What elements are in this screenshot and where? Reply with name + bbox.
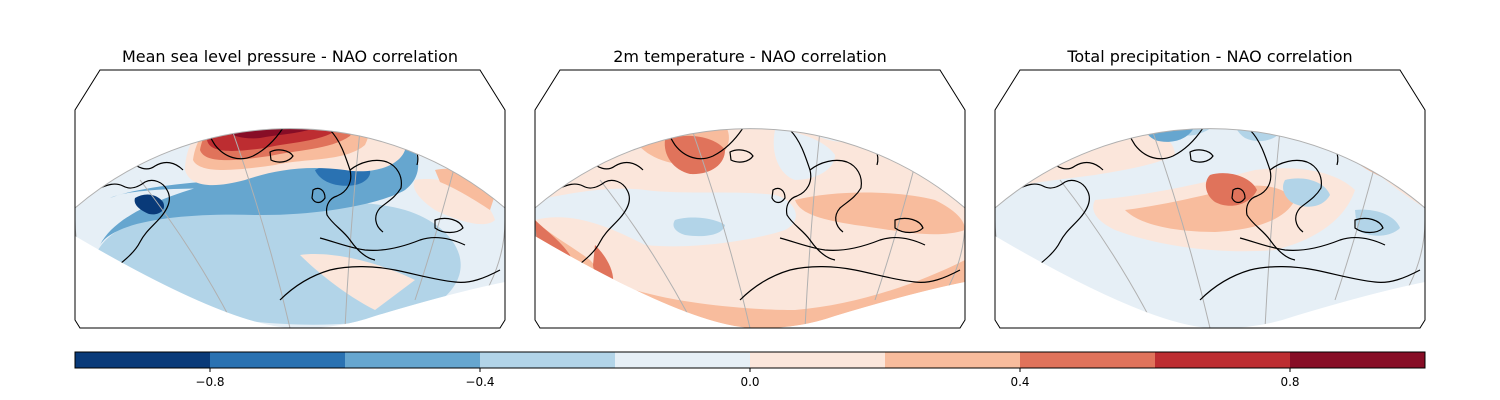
colorbar-tick-label: 0.8 xyxy=(1280,375,1299,389)
map-frame xyxy=(74,69,506,329)
t2m-correlation-field xyxy=(535,128,965,329)
panel-3-title: Total precipitation - NAO correlation xyxy=(1066,47,1352,66)
colorbar-segment xyxy=(885,352,1020,368)
colorbar-segment xyxy=(1155,352,1290,368)
colorbar-segment xyxy=(345,352,480,368)
colorbar-tick-label: −0.4 xyxy=(465,375,494,389)
sector-edge xyxy=(74,128,506,209)
colorbar-segment xyxy=(615,352,750,368)
map-frame xyxy=(994,69,1426,329)
map-panel-tp xyxy=(994,69,1426,329)
panel-1-title: Mean sea level pressure - NAO correlatio… xyxy=(122,47,458,66)
msl-correlation-field xyxy=(75,128,505,329)
colorbar: −0.8 −0.4 0.0 0.4 0.8 xyxy=(74,351,1426,389)
map-panel-msl xyxy=(74,69,506,329)
map-frame xyxy=(534,69,966,329)
colorbar-tick-label: −0.8 xyxy=(195,375,224,389)
colorbar-segment xyxy=(480,352,615,368)
colorbar-segment xyxy=(1290,352,1425,368)
colorbar-segment xyxy=(75,352,210,368)
colorbar-tick-label: 0.4 xyxy=(1010,375,1029,389)
colorbar-segment xyxy=(1020,352,1155,368)
sector-edge xyxy=(994,128,1426,209)
panel-2-title: 2m temperature - NAO correlation xyxy=(613,47,887,66)
colorbar-segment xyxy=(210,352,345,368)
colorbar-tick-label: 0.0 xyxy=(740,375,759,389)
tp-correlation-field xyxy=(995,128,1425,329)
colorbar-segment xyxy=(750,352,885,368)
sector-edge xyxy=(534,128,966,209)
map-panel-t2m xyxy=(534,69,966,329)
